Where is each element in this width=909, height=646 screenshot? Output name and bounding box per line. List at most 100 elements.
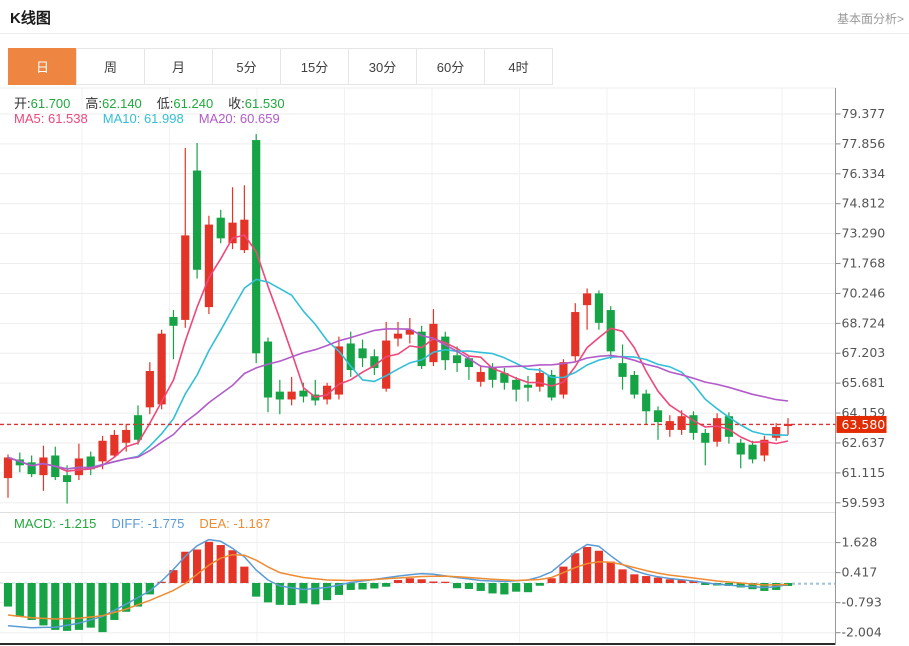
- main-y-axis-label: 68.724: [842, 315, 886, 330]
- main-y-axis-label: 76.334: [842, 166, 886, 181]
- candle-body: [98, 440, 107, 462]
- candle-body: [653, 410, 663, 423]
- candle-body: [712, 418, 722, 442]
- macd-histogram-bar: [464, 583, 474, 589]
- tab-4hour[interactable]: 4时: [484, 48, 553, 85]
- macd-y-axis-label: 0.417: [842, 565, 878, 580]
- candle-body: [263, 341, 273, 398]
- macd-histogram-bar: [677, 580, 686, 583]
- ohlc-readout: 开:61.700 高:62.140 低:61.240 收:61.530: [14, 93, 300, 112]
- candle-body: [346, 343, 355, 371]
- candle-body: [405, 329, 414, 335]
- candle-body: [358, 348, 367, 359]
- macd-histogram-bar: [606, 561, 615, 583]
- macd-histogram-bar: [547, 578, 556, 583]
- candle-body: [760, 439, 769, 456]
- macd-histogram-bar: [535, 583, 544, 586]
- candle-body: [322, 385, 332, 400]
- main-y-axis-label: 67.203: [842, 345, 886, 360]
- candle-body: [275, 391, 284, 400]
- candle-body: [334, 346, 344, 395]
- main-y-axis-label: 74.812: [842, 196, 886, 211]
- macd-histogram-bar: [27, 583, 36, 620]
- macd-histogram-bar: [523, 583, 533, 593]
- macd-histogram-bar: [382, 583, 391, 587]
- tab-60min[interactable]: 60分: [416, 48, 485, 85]
- tab-5min[interactable]: 5分: [212, 48, 281, 85]
- candle-body: [393, 333, 403, 339]
- candle-body: [724, 416, 734, 437]
- macd-histogram-bar: [642, 576, 651, 583]
- macd-histogram-bar: [145, 583, 154, 595]
- candle-body: [299, 390, 308, 397]
- main-y-axis-label: 61.115: [842, 465, 886, 480]
- page-title: K线图: [10, 10, 51, 27]
- open-readout: 开:61.700: [14, 96, 71, 111]
- macd-histogram-bar: [417, 579, 426, 583]
- macd-histogram-bar: [86, 583, 95, 628]
- macd-histogram-bar: [582, 547, 592, 583]
- timeframe-tabbar: 日 周 月 5分 15分 30分 60分 4时: [8, 48, 553, 85]
- macd-histogram-bar: [169, 570, 178, 583]
- close-readout: 收:61.530: [228, 96, 285, 111]
- candle-body: [772, 427, 781, 438]
- macd-histogram-bar: [51, 583, 60, 630]
- macd-histogram-bar: [157, 581, 166, 583]
- dea-line: [7, 553, 789, 620]
- macd-y-axis-label: -0.793: [842, 595, 882, 610]
- macd-histogram-bar: [122, 583, 131, 612]
- macd-histogram-bar: [476, 583, 485, 591]
- candle-body: [535, 372, 544, 387]
- low-readout: 低:61.240: [156, 96, 214, 111]
- candle-body: [452, 355, 462, 364]
- candle-body: [476, 371, 485, 382]
- macd-histogram-bar: [98, 583, 107, 633]
- main-y-axis-label: 73.290: [842, 226, 886, 241]
- macd-histogram-bar: [630, 574, 639, 583]
- macd-histogram-bar: [133, 583, 143, 607]
- macd-histogram-bar: [701, 583, 710, 585]
- ma20-line: [7, 328, 789, 470]
- macd-histogram-bar: [39, 583, 48, 626]
- candle-body: [630, 374, 639, 395]
- macd-histogram-bar: [311, 583, 320, 605]
- candle-body: [157, 333, 166, 405]
- tab-15min[interactable]: 15分: [280, 48, 349, 85]
- ma-readout: MA5: 61.538 MA10: 61.998 MA20: 60.659: [14, 111, 295, 126]
- macd-histogram-bar: [618, 569, 627, 583]
- main-y-axis-label: 71.768: [842, 256, 886, 271]
- macd-histogram-bar: [287, 583, 296, 606]
- candle-body: [618, 363, 627, 377]
- candle-body: [429, 323, 438, 363]
- macd-histogram-bar: [346, 583, 355, 590]
- macd-histogram-bar: [405, 578, 414, 583]
- candle-body: [606, 310, 615, 352]
- page-header: K线图 基本面分析>: [0, 0, 909, 34]
- candle-body: [665, 421, 674, 430]
- macd-histogram-bar: [263, 583, 273, 603]
- macd-histogram-bar: [204, 541, 214, 583]
- macd-histogram-bar: [216, 545, 225, 583]
- candle-body: [122, 429, 131, 443]
- macd-histogram-bar: [594, 550, 604, 583]
- macd-histogram-bar: [653, 577, 663, 583]
- tab-month[interactable]: 月: [144, 48, 213, 85]
- macd-histogram-bar: [488, 583, 497, 594]
- tab-day[interactable]: 日: [8, 48, 77, 85]
- main-y-axis-label: 77.856: [842, 136, 886, 151]
- fundamental-analysis-link[interactable]: 基本面分析>: [836, 12, 904, 26]
- macd-histogram-bar: [192, 549, 202, 583]
- dea-value-readout: DEA: -1.167: [199, 516, 271, 531]
- macd-histogram-bar: [252, 583, 261, 597]
- last-price-badge: [836, 415, 887, 433]
- macd-histogram-bar: [110, 583, 119, 620]
- candle-body: [169, 316, 178, 326]
- candle-body: [512, 379, 521, 390]
- candle-body: [86, 456, 95, 470]
- tab-week[interactable]: 周: [76, 48, 145, 85]
- macd-histogram-bar: [452, 583, 462, 589]
- candle-body: [417, 331, 426, 367]
- candle-body: [216, 217, 225, 239]
- tab-30min[interactable]: 30分: [348, 48, 417, 85]
